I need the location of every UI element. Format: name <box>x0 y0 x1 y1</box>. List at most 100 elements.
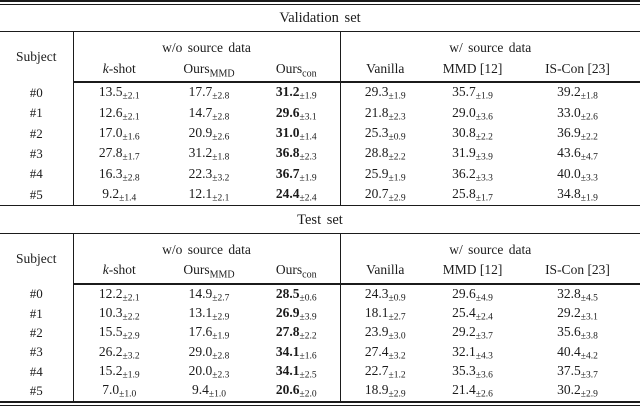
value-cell-is-con-23: 35.6±3.8 <box>557 324 598 342</box>
value-cell-is-con-23: 33.0±2.6 <box>557 104 598 123</box>
table-row: #4 16.3±2.8 22.3±3.2 36.7±1.9 25.9±1.9 36.2±3… <box>0 164 640 185</box>
value-cell-ours-con: 36.8±2.3 <box>275 145 317 163</box>
value-cell-ours-con: 31.0±1.4 <box>275 124 317 143</box>
table-row: #0 13.5±2.1 17.7±2.8 31.2±1.9 29.3±1.9 35.7±1… <box>0 82 640 104</box>
value-cell-ours-mmd: 29.0±2.8 <box>188 343 230 362</box>
value-cell-vanilla: 18.1±2.7 <box>339 304 430 324</box>
subject-cell: #2 <box>0 323 74 343</box>
value-cell-is-con-23: 43.6±4.7 <box>557 145 598 163</box>
value-cell-k-shot: 7.0±1.0 <box>102 382 137 400</box>
value-cell-vanilla: 27.4±3.2 <box>339 342 430 362</box>
value-cell-mmd-12: 21.4±2.6 <box>452 382 493 400</box>
value-cell-ours-con: 27.8±2.2 <box>275 324 317 342</box>
value-cell-ours-con: 29.6±3.1 <box>275 104 317 123</box>
value-cell-is-con-23: 29.2±3.1 <box>557 304 598 323</box>
value-cell-is-con-23: 34.8±1.9 <box>557 185 598 204</box>
value-cell-mmd-12: 35.3±3.6 <box>452 362 493 381</box>
top-double-rule <box>0 0 640 5</box>
value-cell-is-con-23: 32.8±4.5 <box>557 285 598 304</box>
value-cell-mmd-12: 35.7±1.9 <box>452 84 493 102</box>
value-cell-ours-con: 28.5±0.6 <box>275 285 317 304</box>
subject-column-header: Subject <box>0 32 74 82</box>
value-cell-ours-mmd: 20.0±2.3 <box>188 362 230 381</box>
subject-cell: #3 <box>0 342 74 362</box>
subject-cell: #5 <box>0 184 74 205</box>
table-row: #5 7.0±1.0 9.4±1.0 20.6±2.0 18.9±2.9 21.4±2.6… <box>0 381 640 401</box>
test-table-body: #0 12.2±2.1 14.9±2.7 28.5±0.6 24.3±0.9 29.6±4… <box>0 283 640 401</box>
column-header-ours-mmd: OursMMD <box>165 56 253 83</box>
value-cell-mmd-12: 31.9±3.9 <box>452 145 493 163</box>
subject-cell: #1 <box>0 304 74 324</box>
test-table-section: Test set Subject w/o source data w/ sour… <box>0 206 640 401</box>
subject-cell: #1 <box>0 103 74 124</box>
column-header-is-con-23: IS-Con [23] <box>515 257 640 285</box>
subject-cell: #0 <box>0 283 74 305</box>
value-cell-is-con-23: 40.4±4.2 <box>557 343 598 362</box>
column-header-ours-con: Ourscon <box>253 257 340 285</box>
value-cell-k-shot: 15.5±2.9 <box>98 324 140 342</box>
value-cell-k-shot: 15.2±1.9 <box>98 362 140 381</box>
value-cell-mmd-12: 32.1±4.3 <box>452 343 493 362</box>
value-cell-k-shot: 16.3±2.8 <box>98 165 140 184</box>
group-header-row: Subject w/o source data w/ source data <box>0 233 640 284</box>
table-row: #5 9.2±1.4 12.1±2.1 24.4±2.4 20.7±2.9 25.8±1.… <box>0 184 640 205</box>
section-divider-rule <box>0 204 640 206</box>
column-header-k-shot: k-shot <box>73 257 165 285</box>
title-divider-rule <box>0 232 640 234</box>
title-divider-rule <box>0 31 640 32</box>
column-header-mmd-12: MMD [12] <box>430 56 515 83</box>
value-cell-ours-mmd: 12.1±2.1 <box>188 185 230 204</box>
value-cell-vanilla: 29.3±1.9 <box>339 82 430 104</box>
value-cell-ours-con: 31.2±1.9 <box>275 84 317 102</box>
value-cell-vanilla: 25.3±0.9 <box>339 123 430 144</box>
value-cell-ours-con: 20.6±2.0 <box>275 382 317 400</box>
value-cell-ours-mmd: 17.7±2.8 <box>188 84 230 102</box>
value-cell-k-shot: 17.0±1.6 <box>98 124 140 143</box>
subject-cell: #5 <box>0 381 74 401</box>
value-cell-vanilla: 28.8±2.2 <box>339 143 430 165</box>
value-cell-mmd-12: 29.0±3.6 <box>452 104 493 123</box>
value-cell-k-shot: 12.6±2.1 <box>98 104 140 123</box>
value-cell-mmd-12: 29.6±4.9 <box>452 285 493 304</box>
value-cell-ours-mmd: 14.9±2.7 <box>188 285 230 304</box>
column-header-ours-mmd: OursMMD <box>165 257 253 285</box>
group-header-w-source-data: w/ source data <box>339 233 640 258</box>
subject-cell: #0 <box>0 82 74 104</box>
value-cell-ours-mmd: 14.7±2.8 <box>188 104 230 123</box>
column-header-vanilla: Vanilla <box>339 257 430 285</box>
value-cell-ours-con: 24.4±2.4 <box>275 185 317 204</box>
value-cell-is-con-23: 39.2±1.8 <box>557 84 598 102</box>
value-cell-is-con-23: 37.5±3.7 <box>557 362 598 381</box>
value-cell-k-shot: 13.5±2.1 <box>98 84 140 102</box>
value-cell-ours-con: 34.1±1.6 <box>275 343 317 362</box>
value-cell-is-con-23: 30.2±2.9 <box>557 382 598 400</box>
group-header-row: Subject w/o source data w/ source data <box>0 32 640 82</box>
table-row: #3 27.8±1.7 31.2±1.8 36.8±2.3 28.8±2.2 31.9±3… <box>0 143 640 165</box>
value-cell-is-con-23: 40.0±3.3 <box>557 165 598 184</box>
table-row: #1 12.6±2.1 14.7±2.8 29.6±3.1 21.8±2.3 29.0±3… <box>0 103 640 124</box>
value-cell-k-shot: 26.2±3.2 <box>98 343 140 362</box>
column-header-ours-con: Ourscon <box>253 56 340 83</box>
value-cell-k-shot: 12.2±2.1 <box>98 285 140 304</box>
table-row: #2 15.5±2.9 17.6±1.9 27.8±2.2 23.9±3.0 29.2±3… <box>0 323 640 343</box>
value-cell-mmd-12: 25.4±2.4 <box>452 304 493 323</box>
bottom-double-rule <box>0 400 640 406</box>
validation-table-title: Validation set <box>279 10 361 26</box>
subject-cell: #3 <box>0 143 74 165</box>
column-header-vanilla: Vanilla <box>339 56 430 83</box>
group-header-wo-source-data: w/o source data <box>162 241 251 257</box>
test-results-table: Subject w/o source data w/ source data k… <box>0 233 640 401</box>
column-header-row: k-shot OursMMD Ourscon Vanilla MMD [12] IS-Co… <box>0 56 640 83</box>
column-header-is-con-23: IS-Con [23] <box>515 56 640 83</box>
value-cell-ours-con: 34.1±2.5 <box>275 362 317 381</box>
value-cell-mmd-12: 25.8±1.7 <box>452 185 493 204</box>
group-header-wo-source-data: w/o source data <box>162 40 251 55</box>
column-header-mmd-12: MMD [12] <box>430 257 515 285</box>
subject-cell: #4 <box>0 164 74 185</box>
group-header-w-source-data: w/ source data <box>339 32 640 56</box>
validation-results-table: Subject w/o source data w/ source data k… <box>0 32 640 205</box>
value-cell-is-con-23: 36.9±2.2 <box>557 124 598 143</box>
validation-table-body: #0 13.5±2.1 17.7±2.8 31.2±1.9 29.3±1.9 35.7±1… <box>0 82 640 205</box>
column-header-k-shot: k-shot <box>73 56 165 83</box>
